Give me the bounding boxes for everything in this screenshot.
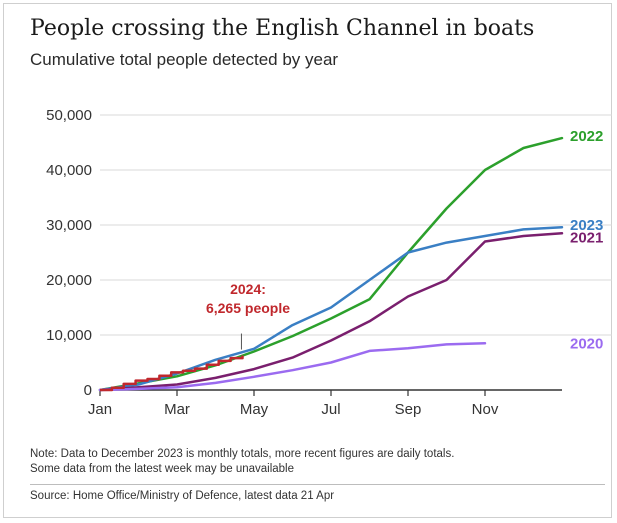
- x-tick-label: Jan: [88, 401, 112, 418]
- note-line-2: Some data from the latest week may be un…: [30, 463, 295, 475]
- grid-lines: [100, 114, 612, 336]
- x-axis: Jan Mar May Jul Sep Nov: [88, 389, 562, 418]
- series-label-2020: 2020: [570, 335, 603, 352]
- chart-source: Source: Home Office/Ministry of Defence,…: [30, 490, 335, 502]
- y-tick-label: 50,000: [46, 107, 92, 124]
- annotation-line-2: 6,265 people: [206, 300, 290, 316]
- series-lines: [98, 136, 564, 392]
- y-tick-label: 40,000: [46, 162, 92, 179]
- series-line-2024: [100, 355, 244, 392]
- y-axis-tick-labels: 0 10,000 20,000 30,000 40,000 50,000: [46, 107, 92, 399]
- series-line-2020: [98, 342, 487, 392]
- chart-subtitle: Cumulative total people detected by year: [30, 50, 339, 69]
- note-line-1: Note: Data to December 2023 is monthly t…: [30, 448, 455, 460]
- series-label-2023: 2023: [570, 217, 603, 234]
- x-tick-label: May: [240, 401, 269, 418]
- series-line-2021: [98, 232, 564, 392]
- y-tick-label: 0: [84, 382, 92, 399]
- y-tick-label: 10,000: [46, 327, 92, 344]
- x-tick-label: Nov: [472, 401, 499, 418]
- series-line-2022: [98, 136, 564, 392]
- chart-frame: [3, 3, 612, 518]
- series-label-2021: 2021: [570, 229, 603, 246]
- series-line-2023: [98, 225, 564, 392]
- source-divider: [30, 484, 605, 485]
- series-label-2022: 2022: [570, 128, 603, 145]
- annotation: 2024: 6,265 people: [206, 281, 290, 350]
- y-tick-label: 30,000: [46, 217, 92, 234]
- x-tick-label: Mar: [164, 401, 190, 418]
- chart-note: Note: Data to December 2023 is monthly t…: [30, 447, 610, 477]
- annotation-line-1: 2024:: [230, 281, 266, 297]
- y-tick-label: 20,000: [46, 272, 92, 289]
- x-tick-label: Sep: [395, 401, 422, 418]
- x-tick-label: Jul: [321, 401, 340, 418]
- chart-title: People crossing the English Channel in b…: [30, 16, 535, 41]
